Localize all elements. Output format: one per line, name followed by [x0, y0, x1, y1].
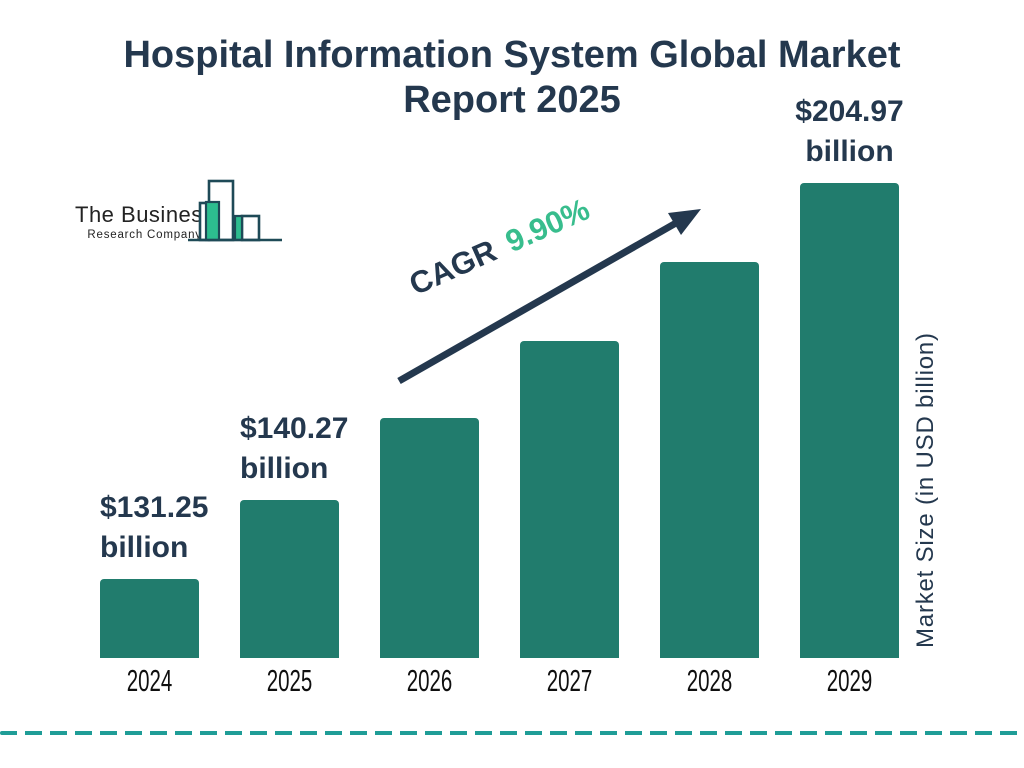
bar-column-2029: $204.97 billion 2029 — [795, 60, 903, 698]
page-title-line2: Report 2025 — [403, 79, 621, 121]
company-logo-text: The Business Research Company — [75, 202, 214, 241]
bar-column-2028: 2028 — [660, 60, 759, 698]
bar-column-2025: $140.27 billion 2025 — [240, 60, 348, 698]
bottom-dashed-divider — [0, 731, 1024, 735]
company-subname: Research Company — [87, 229, 202, 241]
bar-2028 — [660, 262, 759, 658]
x-axis-label-2027: 2027 — [546, 663, 593, 698]
x-axis-label-2028: 2028 — [686, 663, 733, 698]
bar-2027 — [520, 341, 619, 658]
bar-2029 — [800, 183, 899, 658]
value-unit: billion — [100, 531, 189, 564]
x-axis-label-2029: 2029 — [826, 663, 873, 698]
bar-2025 — [240, 500, 339, 658]
value-amount: $140.27 — [240, 412, 349, 445]
page-title-line1: Hospital Information System Global Marke… — [123, 34, 901, 76]
bar-2026 — [380, 418, 479, 658]
x-axis-label-2026: 2026 — [406, 663, 453, 698]
value-unit: billion — [805, 135, 894, 168]
bar-column-2026: 2026 — [380, 60, 479, 698]
page-title: Hospital Information System Global Marke… — [0, 33, 1024, 123]
x-axis-label-2025: 2025 — [266, 663, 313, 698]
value-amount: $131.25 — [100, 491, 209, 524]
value-unit: billion — [240, 452, 329, 485]
bar-2024 — [100, 579, 199, 658]
bar-value-label-2025: $140.27 billion — [240, 409, 348, 489]
bar-value-label-2024: $131.25 billion — [100, 488, 208, 568]
company-name: The Business — [75, 202, 215, 227]
bar-value-label-2029: $204.97 billion — [795, 92, 903, 172]
company-logo: The Business Research Company — [70, 178, 290, 248]
bar-chart: $131.25 billion 2024 $140.27 billion 2025 2026… — [100, 60, 904, 698]
y-axis-title: Market Size (in USD billion) — [912, 332, 939, 648]
x-axis-label-2024: 2024 — [126, 663, 173, 698]
value-amount: $204.97 — [795, 95, 904, 128]
bar-column-2027: 2027 — [520, 60, 619, 698]
bar-column-2024: $131.25 billion 2024 — [100, 60, 208, 698]
logo-bar-chart-icon — [188, 179, 282, 242]
